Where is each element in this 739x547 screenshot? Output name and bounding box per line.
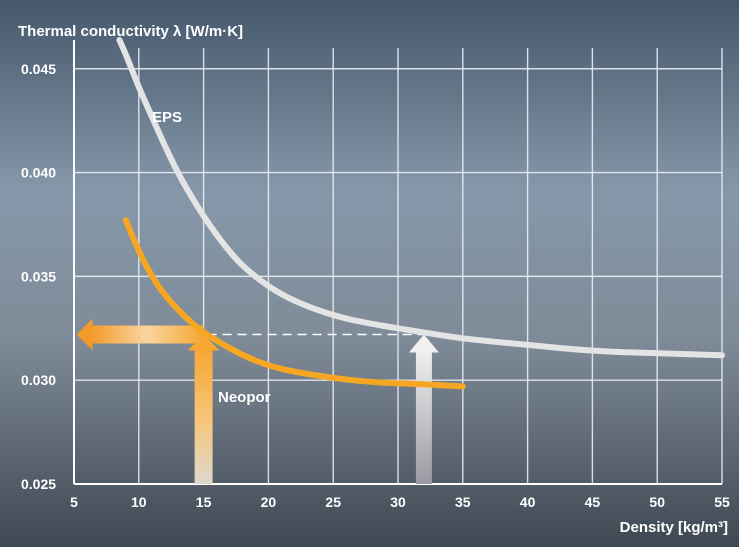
y-axis-title: Thermal conductivity λ [W/m·K] [18,23,243,40]
conductivity-arrow-head [76,318,93,351]
x-tick-label: 40 [520,494,536,510]
x-tick-label: 55 [714,494,730,510]
series-lines [116,37,725,390]
x-tick-label: 45 [585,494,601,510]
eps-density-arrow-head [408,334,439,353]
series-label-eps: EPS [152,109,182,126]
x-tick-label: 5 [70,494,78,510]
x-tick-label: 30 [390,494,406,510]
series-label-neopor: Neopor [218,389,271,406]
y-tick-label: 0.045 [21,61,56,77]
y-tick-label: 0.040 [21,165,56,181]
y-tick-label: 0.025 [21,476,56,492]
grid [73,40,723,485]
neopor-curve [122,217,466,390]
x-axis-title: Density [kg/m³] [620,519,728,536]
x-tick-label: 15 [196,494,212,510]
neopor-density-arrow-shaft [194,346,213,484]
x-tick-label: 10 [131,494,147,510]
x-tick-label: 50 [649,494,665,510]
y-tick-label: 0.035 [21,268,56,284]
y-tick-label: 0.030 [21,372,56,388]
conductivity-arrow-shaft [90,325,204,344]
tick-labels: 5 10 15 20 25 30 35 40 45 50 55 0.025 0.030 0.035 0.04… [21,61,730,510]
x-tick-label: 35 [455,494,471,510]
eps-density-arrow-shaft [415,348,432,484]
eps-curve [116,37,725,359]
x-tick-label: 25 [325,494,341,510]
x-tick-label: 20 [261,494,277,510]
